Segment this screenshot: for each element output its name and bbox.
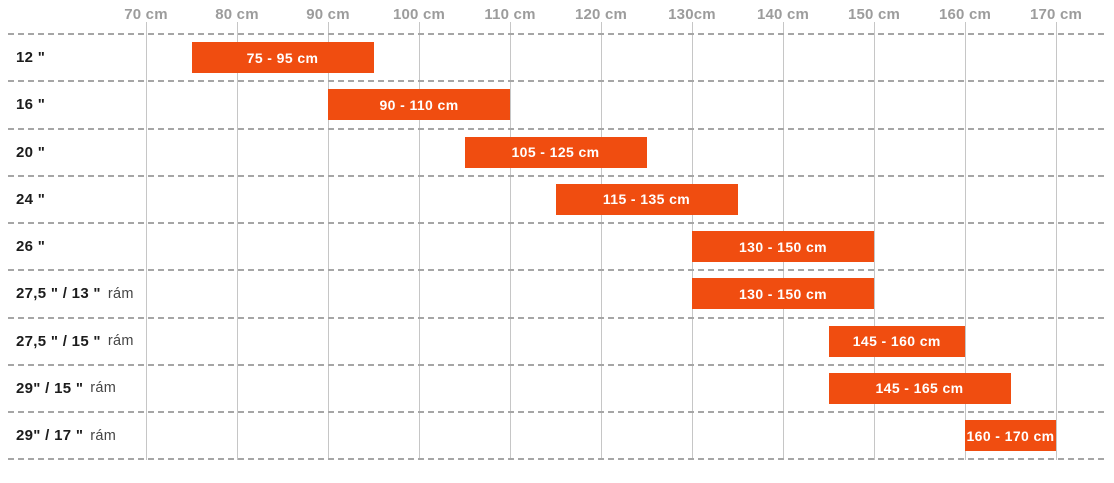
vertical-gridline [419, 22, 420, 461]
row-label-wheel-size: 20 " [16, 129, 45, 176]
vertical-gridline [965, 22, 966, 461]
frame-suffix-text: rám [107, 285, 134, 302]
horizontal-dashed-gridline [8, 363, 1106, 366]
vertical-gridline [874, 22, 875, 461]
row-label-wheel-size: 27,5 " / 15 " rám [16, 318, 134, 365]
height-range-bar-label: 160 - 170 cm [966, 427, 1055, 444]
vertical-gridline [601, 22, 602, 461]
wheel-size-text: 29" / 17 " [16, 427, 84, 445]
wheel-size-text: 27,5 " / 15 " [16, 332, 101, 350]
x-axis-tick-label: 150 cm [847, 6, 901, 23]
horizontal-dashed-gridline [8, 458, 1106, 461]
height-range-bar: 130 - 150 cm [692, 278, 874, 310]
height-range-bar-label: 130 - 150 cm [738, 238, 828, 255]
wheel-size-text: 24 " [16, 190, 46, 208]
height-range-bar: 115 - 135 cm [555, 183, 738, 215]
height-range-bar-label: 75 - 95 cm [246, 49, 319, 66]
x-axis-tick-label: 70 cm [124, 6, 168, 23]
row-label-wheel-size: 29" / 17 " rám [16, 412, 116, 459]
row-label-wheel-size: 27,5 " / 13 " rám [16, 270, 134, 317]
wheel-size-text: 16 " [16, 96, 46, 114]
vertical-gridline [237, 22, 238, 461]
height-range-bar: 90 - 110 cm [328, 89, 510, 121]
x-axis-tick-label: 170 cm [1029, 6, 1083, 23]
height-range-bar-label: 145 - 165 cm [875, 380, 964, 397]
x-axis-tick-label: 100 cm [392, 6, 446, 23]
horizontal-dashed-gridline [8, 127, 1106, 130]
horizontal-dashed-gridline [8, 222, 1106, 224]
height-range-bar: 130 - 150 cm [692, 231, 874, 263]
horizontal-dashed-gridline [8, 316, 1106, 319]
vertical-gridline [328, 22, 329, 461]
height-range-bar-label: 105 - 125 cm [511, 144, 600, 161]
horizontal-dashed-gridline [8, 80, 1106, 83]
x-axis-tick-label: 110 cm [484, 6, 536, 23]
height-range-bar: 145 - 165 cm [828, 372, 1011, 404]
wheel-size-text: 12 " [16, 49, 46, 67]
height-range-bar-label: 90 - 110 cm [379, 96, 459, 113]
row-label-wheel-size: 16 " [16, 81, 45, 128]
height-range-bar: 105 - 125 cm [464, 136, 647, 168]
wheel-size-text: 20 " [16, 143, 46, 161]
x-axis-tick-label: 120 cm [574, 6, 628, 23]
horizontal-dashed-gridline [8, 269, 1106, 272]
row-label-wheel-size: 24 " [16, 176, 45, 223]
wheel-size-text: 29" / 15 " [16, 379, 84, 397]
frame-suffix-text: rám [90, 380, 117, 397]
x-axis-tick-label: 90 cm [306, 6, 350, 23]
vertical-gridline [1056, 22, 1057, 461]
x-axis-tick-label: 160 cm [938, 6, 992, 23]
x-axis-tick-label: 140 cm [756, 6, 810, 23]
wheel-size-text: 27,5 " / 13 " [16, 285, 101, 303]
height-range-bar-label: 115 - 135 cm [602, 191, 691, 208]
row-label-wheel-size: 26 " [16, 223, 45, 270]
horizontal-dashed-gridline [8, 411, 1106, 413]
frame-suffix-text: rám [90, 427, 117, 444]
wheel-size-text: 26 " [16, 238, 46, 256]
row-label-wheel-size: 12 " [16, 34, 45, 81]
height-range-bar-label: 130 - 150 cm [738, 285, 828, 302]
height-range-bar: 160 - 170 cm [965, 420, 1056, 452]
vertical-gridline [510, 22, 511, 461]
horizontal-dashed-gridline [8, 174, 1106, 177]
height-range-bar: 75 - 95 cm [191, 42, 374, 74]
vertical-gridline [146, 22, 147, 461]
horizontal-dashed-gridline [8, 33, 1106, 35]
height-range-bar-label: 145 - 160 cm [852, 333, 941, 350]
row-label-wheel-size: 29" / 15 " rám [16, 365, 116, 412]
frame-suffix-text: rám [107, 333, 134, 350]
x-axis-tick-label: 130cm [668, 6, 716, 23]
x-axis-tick-label: 80 cm [215, 6, 259, 23]
height-range-bar: 145 - 160 cm [828, 325, 965, 357]
